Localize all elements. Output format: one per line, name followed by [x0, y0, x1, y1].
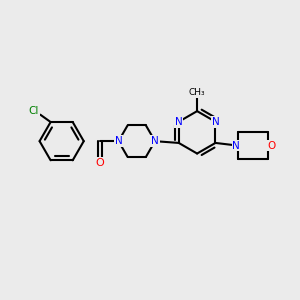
Text: O: O [96, 158, 104, 168]
Text: N: N [175, 117, 183, 127]
Text: N: N [115, 136, 122, 146]
Text: N: N [151, 136, 159, 146]
Text: N: N [232, 141, 240, 151]
Text: O: O [267, 141, 275, 151]
Text: CH₃: CH₃ [189, 88, 206, 98]
Text: Cl: Cl [29, 106, 39, 116]
Text: N: N [212, 117, 219, 127]
